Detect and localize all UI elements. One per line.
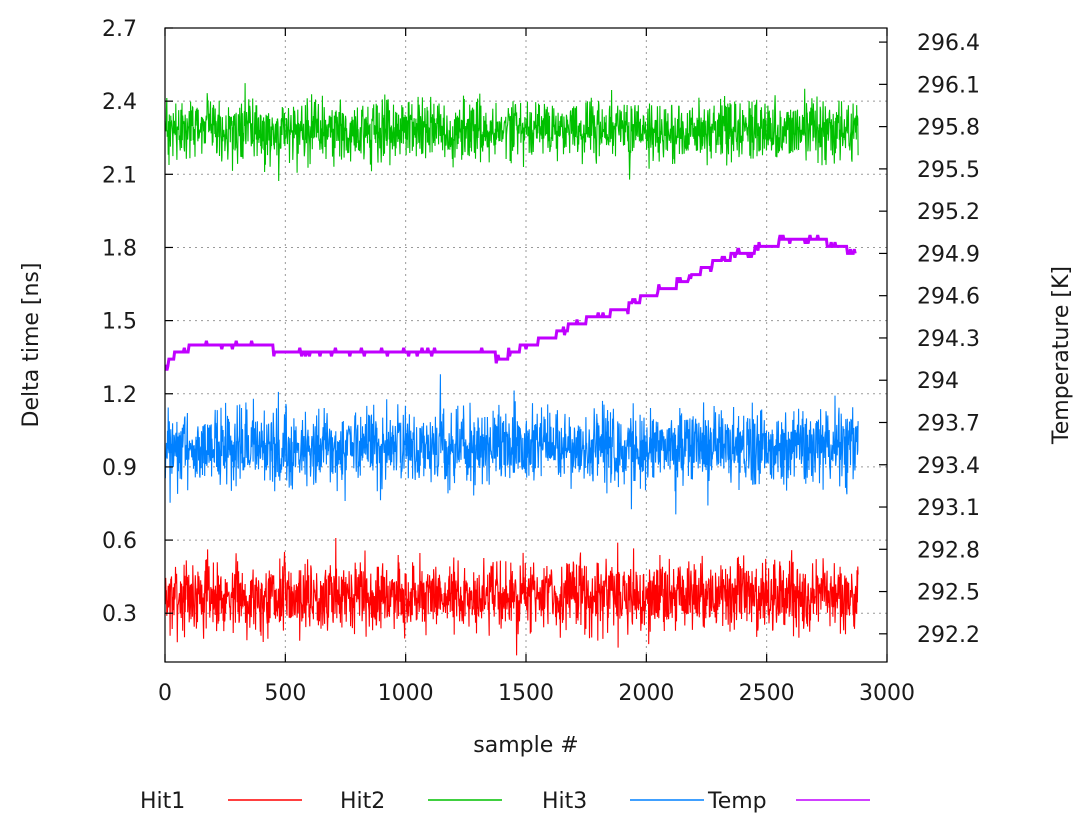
y-tick-label: 2.4 (102, 90, 137, 115)
legend-label-hit3: Hit3 (542, 789, 587, 814)
y-axis-label: Delta time [ns] (19, 263, 44, 428)
y-tick-labels: 0.3 0.6 0.9 1.2 1.5 1.8 2.1 2.4 2.7 (102, 17, 137, 627)
x-tick-label: 500 (264, 681, 306, 706)
y2-tick-label: 292.8 (917, 538, 980, 563)
y2-tick-label: 294.9 (917, 242, 980, 267)
legend: Hit1 Hit2 Hit3 Temp (140, 789, 870, 814)
x-tick-labels: 0 500 1000 1500 2000 2500 3000 (158, 681, 915, 706)
y-tick-label: 2.7 (102, 17, 137, 42)
x-tick-label: 3000 (859, 681, 915, 706)
legend-label-temp: Temp (707, 789, 767, 814)
x-tick-label: 2000 (618, 681, 674, 706)
legend-label-hit1: Hit1 (140, 789, 185, 814)
y2-tick-label: 293.7 (917, 411, 980, 436)
y-tick-label: 0.6 (102, 529, 137, 554)
x-tick-label: 2500 (739, 681, 795, 706)
y2-tick-label: 296.1 (917, 73, 980, 98)
y-tick-label: 1.8 (102, 236, 137, 261)
x-tick-label: 1500 (498, 681, 554, 706)
legend-label-hit2: Hit2 (340, 789, 385, 814)
y-tick-label: 1.5 (102, 310, 137, 335)
y-tick-label: 0.3 (102, 602, 137, 627)
y-tick-label: 1.2 (102, 383, 137, 408)
series-line-hit1 (164, 537, 859, 656)
y2-tick-label: 295.2 (917, 200, 980, 225)
series-line-temp (164, 234, 857, 371)
series-line-hit3 (164, 374, 859, 515)
ticks (164, 27, 888, 662)
y-tick-label: 0.9 (102, 456, 137, 481)
y2-tick-label: 292.5 (917, 581, 980, 606)
y2-tick-label: 294.6 (917, 285, 980, 310)
y2-tick-label: 295.5 (917, 158, 980, 183)
y2-tick-label: 296.4 (917, 31, 980, 56)
y2-tick-label: 292.2 (917, 623, 980, 648)
y2-tick-label: 293.4 (917, 454, 980, 479)
y2-tick-label: 294 (917, 369, 959, 394)
y2-tick-label: 295.8 (917, 116, 980, 141)
y2-tick-labels: 292.2 292.5 292.8 293.1 293.4 293.7 294 294.3 29… (917, 31, 980, 648)
x-tick-label: 1000 (378, 681, 434, 706)
y-tick-label: 2.1 (102, 163, 137, 188)
series-line-hit2 (164, 83, 859, 182)
x-axis-label: sample # (473, 733, 578, 758)
y2-axis-label: Temperature [K] (1049, 266, 1074, 445)
x-tick-label: 0 (158, 681, 172, 706)
y2-tick-label: 294.3 (917, 327, 980, 352)
series-layer (164, 83, 859, 656)
y2-tick-label: 293.1 (917, 496, 980, 521)
grid (165, 28, 887, 662)
